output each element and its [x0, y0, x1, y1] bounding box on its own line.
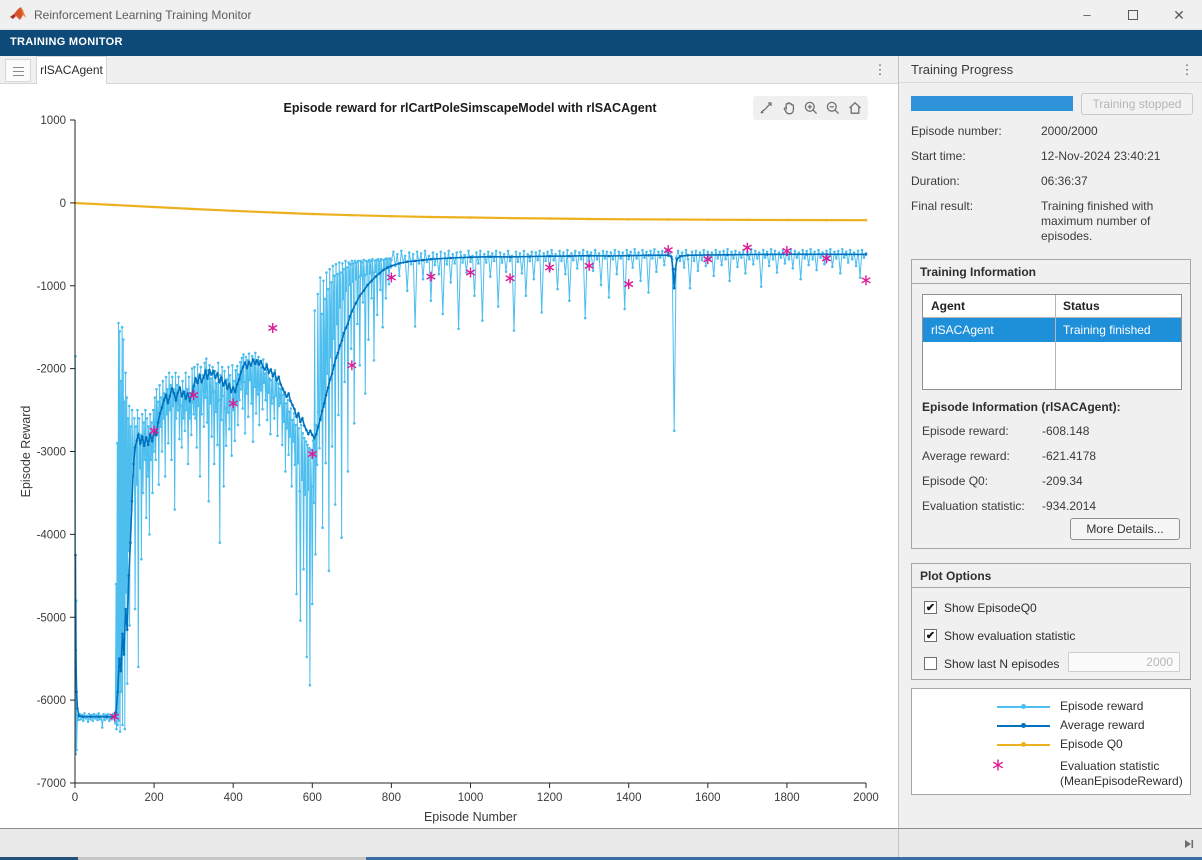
tab-rlsacagent[interactable]: rlSACAgent [36, 56, 107, 84]
cell-agent: rlSACAgent [931, 323, 994, 337]
minimize-button[interactable]: – [1064, 0, 1110, 30]
asterisk-icon [990, 757, 1006, 773]
svg-text:Episode Reward: Episode Reward [19, 406, 33, 498]
more-details-button[interactable]: More Details... [1070, 518, 1180, 540]
svg-text:1000: 1000 [40, 115, 66, 127]
table-row[interactable]: rlSACAgent Training finished [923, 318, 1181, 342]
episode-information-title: Episode Information (rlSACAgent): [922, 400, 1121, 414]
training-stopped-button[interactable]: Training stopped [1081, 93, 1193, 115]
svg-text:-6000: -6000 [37, 695, 66, 707]
checkbox-label: Show evaluation statistic [944, 629, 1075, 643]
field-value: -608.148 [1042, 424, 1089, 438]
field-label: Final result: [911, 199, 973, 213]
app-window: Reinforcement Learning Training Monitor … [0, 0, 1202, 860]
collapse-panel-icon[interactable] [1182, 837, 1196, 851]
field-value: -621.4178 [1042, 449, 1096, 463]
column-divider [1055, 295, 1056, 389]
svg-text:-1000: -1000 [37, 281, 66, 293]
close-button[interactable]: ✕ [1156, 0, 1202, 30]
document-tab-strip: rlSACAgent ⋮ [0, 56, 898, 84]
legend-label: Episode reward [1060, 699, 1143, 714]
svg-text:0: 0 [60, 198, 66, 210]
training-progress-bar [911, 96, 1073, 111]
training-information-title: Training Information [912, 260, 1190, 284]
svg-text:2000: 2000 [853, 792, 879, 804]
svg-text:1200: 1200 [537, 792, 563, 804]
n-episodes-input[interactable]: 2000 [1068, 652, 1180, 672]
checkbox-show-last-n[interactable] [924, 657, 937, 670]
field-value: 2000/2000 [1041, 124, 1195, 139]
plot-options-group: Plot Options ✔ Show EpisodeQ0 ✔ Show eva… [911, 563, 1191, 680]
title-bar: Reinforcement Learning Training Monitor … [0, 0, 1202, 30]
chart-document: Episode reward for rlCartPoleSimscapeMod… [0, 84, 898, 828]
field-value: -209.34 [1042, 474, 1083, 488]
field-label: Episode number: [911, 124, 1002, 138]
matlab-logo-icon [10, 7, 27, 23]
table-header-row: Agent Status [923, 295, 1181, 318]
svg-text:600: 600 [303, 792, 322, 804]
field-label: Average reward: [922, 449, 1010, 463]
checkbox-show-episodeq0[interactable]: ✔ [924, 601, 937, 614]
svg-text:400: 400 [224, 792, 243, 804]
field-label: Start time: [911, 149, 966, 163]
legend-label: Evaluation statistic(MeanEpisodeReward) [1060, 759, 1183, 789]
column-header-agent: Agent [931, 299, 965, 313]
svg-text:-3000: -3000 [37, 447, 66, 459]
panel-title: Training Progress [911, 62, 1013, 77]
status-bar [0, 828, 1202, 860]
legend-line-sample [997, 744, 1050, 746]
agent-status-table[interactable]: Agent Status rlSACAgent Training finishe… [922, 294, 1182, 390]
status-bar-divider [898, 829, 899, 858]
svg-text:1000: 1000 [458, 792, 484, 804]
checkbox-label: Show last N episodes [944, 657, 1059, 671]
field-value: Training finished with maximum number of… [1041, 199, 1195, 244]
svg-text:-5000: -5000 [37, 612, 66, 624]
svg-text:-4000: -4000 [37, 529, 66, 541]
window-title: Reinforcement Learning Training Monitor [34, 8, 251, 22]
legend-item-episode-q0: Episode Q0 [912, 735, 1190, 754]
svg-text:-2000: -2000 [37, 364, 66, 376]
field-value: 06:36:37 [1041, 174, 1195, 189]
legend-item-evaluation-statistic: Evaluation statistic(MeanEpisodeReward) [912, 757, 1190, 791]
svg-text:-7000: -7000 [37, 778, 66, 790]
panel-kebab-menu[interactable]: ⋮ [1179, 60, 1195, 80]
panel-header: Training Progress ⋮ [899, 56, 1202, 83]
checkbox-show-eval-statistic[interactable]: ✔ [924, 629, 937, 642]
plot-options-title: Plot Options [912, 564, 1190, 588]
cell-status: Training finished [1063, 323, 1151, 337]
field-value: 12-Nov-2024 23:40:21 [1041, 149, 1195, 164]
legend-item-average-reward: Average reward [912, 716, 1190, 735]
training-chart[interactable]: 0 200 400 600 800 1000 1200 1400 1600 1800 2000 -70… [0, 84, 898, 828]
svg-text:Episode Number: Episode Number [424, 810, 517, 824]
column-header-status: Status [1063, 299, 1100, 313]
tab-grip-icon[interactable] [5, 59, 31, 82]
legend-label: Average reward [1060, 718, 1145, 733]
legend-box: Episode reward Average reward Episode Q0… [911, 688, 1191, 795]
svg-text:1600: 1600 [695, 792, 721, 804]
field-value: -934.2014 [1042, 499, 1096, 513]
field-label: Evaluation statistic: [922, 499, 1025, 513]
legend-item-episode-reward: Episode reward [912, 697, 1190, 716]
svg-text:800: 800 [382, 792, 401, 804]
training-progress-panel: Training Progress ⋮ Training stopped Epi… [898, 56, 1202, 828]
svg-text:0: 0 [72, 792, 78, 804]
svg-text:1400: 1400 [616, 792, 642, 804]
svg-text:1800: 1800 [774, 792, 800, 804]
legend-label: Episode Q0 [1060, 737, 1123, 752]
maximize-icon [1128, 10, 1138, 20]
legend-line-sample [997, 706, 1050, 708]
field-label: Duration: [911, 174, 960, 188]
ribbon: TRAINING MONITOR [0, 30, 1202, 56]
checkbox-label: Show EpisodeQ0 [944, 601, 1037, 615]
legend-line-sample [997, 725, 1050, 727]
svg-text:200: 200 [145, 792, 164, 804]
ribbon-tab-training-monitor[interactable]: TRAINING MONITOR [10, 36, 123, 48]
document-kebab-menu[interactable]: ⋮ [871, 60, 889, 80]
training-information-group: Training Information Agent Status rlSACA… [911, 259, 1191, 549]
field-label: Episode reward: [922, 424, 1009, 438]
field-label: Episode Q0: [922, 474, 988, 488]
maximize-button[interactable] [1110, 0, 1156, 30]
